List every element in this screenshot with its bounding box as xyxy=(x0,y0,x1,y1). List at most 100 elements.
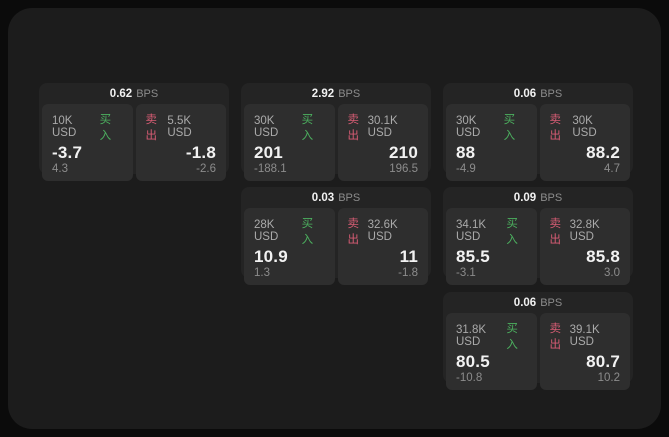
sell-panel[interactable]: 卖出 32.6K USD 11 -1.8 xyxy=(337,208,428,285)
sell-top-row: 卖出 32.6K USD xyxy=(348,215,419,247)
buy-size-label: 30K USD xyxy=(456,115,481,139)
bps-value: 0.06 xyxy=(513,296,537,309)
card-body: 34.1K USD 买入 85.5 -3.1 卖出 32.8K USD 85.8… xyxy=(446,208,630,285)
sell-delta: -1.8 xyxy=(398,267,418,279)
sell-side-label: 卖出 xyxy=(549,114,562,142)
buy-side-label: 买入 xyxy=(99,114,112,142)
sell-size-label: 30K USD xyxy=(572,115,597,139)
buy-panel[interactable]: 30K USD 买入 201 -188.1 xyxy=(244,104,335,181)
sell-size-label: 39.1K USD xyxy=(569,324,600,348)
buy-panel[interactable]: 28K USD 买入 10.9 1.3 xyxy=(244,208,335,285)
buy-top-row: 10K USD 买入 xyxy=(52,111,123,143)
buy-size-label: 28K USD xyxy=(254,219,279,243)
bps-value: 0.09 xyxy=(513,191,537,204)
buy-size-label: 10K USD xyxy=(52,115,77,139)
buy-delta: -3.1 xyxy=(456,267,476,279)
buy-price: 201 xyxy=(254,143,283,162)
buy-top-row: 34.1K USD 买入 xyxy=(456,215,527,247)
buy-top-row: 31.8K USD 买入 xyxy=(456,320,527,352)
buy-price: -3.7 xyxy=(52,143,83,162)
sell-panel[interactable]: 卖出 30K USD 88.2 4.7 xyxy=(539,104,630,181)
sell-panel[interactable]: 卖出 5.5K USD -1.8 -2.6 xyxy=(135,104,226,181)
card-body: 30K USD 买入 201 -188.1 卖出 30.1K USD 210 1… xyxy=(244,104,428,181)
buy-delta: 1.3 xyxy=(254,267,270,279)
sell-side-label: 卖出 xyxy=(549,323,562,351)
sell-delta: 196.5 xyxy=(389,163,418,175)
buy-price: 85.5 xyxy=(456,247,490,266)
main-panel: 0.62 BPS 10K USD 买入 -3.7 4.3 卖出 5.5K USD… xyxy=(8,8,661,429)
quote-card: 0.03 BPS 28K USD 买入 10.9 1.3 卖出 32.6K US… xyxy=(241,187,431,285)
buy-side-label: 买入 xyxy=(506,218,518,246)
sell-price: 85.8 xyxy=(586,247,620,266)
card-header: 0.09 BPS xyxy=(443,187,633,208)
sell-price: 210 xyxy=(389,143,418,162)
buy-delta: -188.1 xyxy=(254,163,287,175)
buy-side-label: 买入 xyxy=(503,114,516,142)
buy-panel[interactable]: 34.1K USD 买入 85.5 -3.1 xyxy=(446,208,537,285)
buy-panel[interactable]: 30K USD 买入 88 -4.9 xyxy=(446,104,537,181)
buy-side-label: 买入 xyxy=(301,218,314,246)
bps-value: 0.06 xyxy=(513,87,537,100)
sell-top-row: 卖出 32.8K USD xyxy=(550,215,621,247)
buy-size-label: 34.1K USD xyxy=(456,219,487,243)
sell-price: 11 xyxy=(399,247,418,266)
sell-panel[interactable]: 卖出 39.1K USD 80.7 10.2 xyxy=(539,313,630,390)
quote-card: 2.92 BPS 30K USD 买入 201 -188.1 卖出 30.1K … xyxy=(241,83,431,181)
bps-unit: BPS xyxy=(540,87,563,100)
sell-side-label: 卖出 xyxy=(145,114,158,142)
sell-side-label: 卖出 xyxy=(549,218,562,246)
bps-value: 0.62 xyxy=(109,87,133,100)
card-header: 0.06 BPS xyxy=(443,292,633,313)
sell-price: -1.8 xyxy=(185,143,216,162)
sell-top-row: 卖出 30K USD xyxy=(550,111,621,143)
bps-unit: BPS xyxy=(338,87,361,100)
bps-value: 0.03 xyxy=(311,191,335,204)
sell-panel[interactable]: 卖出 30.1K USD 210 196.5 xyxy=(337,104,428,181)
bps-unit: BPS xyxy=(338,191,361,204)
quote-card: 0.09 BPS 34.1K USD 买入 85.5 -3.1 卖出 32.8K… xyxy=(443,187,633,285)
bps-unit: BPS xyxy=(540,191,563,204)
sell-size-label: 5.5K USD xyxy=(167,115,192,139)
buy-panel[interactable]: 10K USD 买入 -3.7 4.3 xyxy=(42,104,133,181)
sell-side-label: 卖出 xyxy=(347,218,360,246)
sell-panel[interactable]: 卖出 32.8K USD 85.8 3.0 xyxy=(539,208,630,285)
buy-side-label: 买入 xyxy=(301,114,314,142)
sell-side-label: 卖出 xyxy=(347,114,360,142)
buy-delta: -10.8 xyxy=(456,372,483,384)
buy-delta: -4.9 xyxy=(456,163,476,175)
card-body: 31.8K USD 买入 80.5 -10.8 卖出 39.1K USD 80.… xyxy=(446,313,630,390)
sell-size-label: 32.6K USD xyxy=(367,219,398,243)
quote-card: 0.06 BPS 31.8K USD 买入 80.5 -10.8 卖出 39.1… xyxy=(443,292,633,390)
buy-size-label: 31.8K USD xyxy=(456,324,487,348)
buy-top-row: 28K USD 买入 xyxy=(254,215,325,247)
card-header: 0.06 BPS xyxy=(443,83,633,104)
buy-delta: 4.3 xyxy=(52,163,68,175)
buy-top-row: 30K USD 买入 xyxy=(456,111,527,143)
sell-top-row: 卖出 30.1K USD xyxy=(348,111,419,143)
quote-card: 0.62 BPS 10K USD 买入 -3.7 4.3 卖出 5.5K USD… xyxy=(39,83,229,181)
card-body: 30K USD 买入 88 -4.9 卖出 30K USD 88.2 4.7 xyxy=(446,104,630,181)
bps-value: 2.92 xyxy=(311,87,335,100)
card-header: 0.62 BPS xyxy=(39,83,229,104)
sell-price: 88.2 xyxy=(586,143,620,162)
buy-price: 88 xyxy=(456,143,476,162)
buy-top-row: 30K USD 买入 xyxy=(254,111,325,143)
sell-delta: 4.7 xyxy=(604,163,620,175)
quote-card: 0.06 BPS 30K USD 买入 88 -4.9 卖出 30K USD 8… xyxy=(443,83,633,181)
buy-side-label: 买入 xyxy=(506,323,518,351)
bps-unit: BPS xyxy=(136,87,159,100)
bps-unit: BPS xyxy=(540,296,563,309)
sell-size-label: 32.8K USD xyxy=(569,219,600,243)
buy-panel[interactable]: 31.8K USD 买入 80.5 -10.8 xyxy=(446,313,537,390)
sell-delta: -2.6 xyxy=(196,163,216,175)
sell-top-row: 卖出 5.5K USD xyxy=(146,111,217,143)
sell-top-row: 卖出 39.1K USD xyxy=(550,320,621,352)
card-header: 0.03 BPS xyxy=(241,187,431,208)
card-body: 10K USD 买入 -3.7 4.3 卖出 5.5K USD -1.8 -2.… xyxy=(42,104,226,181)
card-body: 28K USD 买入 10.9 1.3 卖出 32.6K USD 11 -1.8 xyxy=(244,208,428,285)
buy-price: 80.5 xyxy=(456,352,490,371)
buy-price: 10.9 xyxy=(254,247,288,266)
sell-size-label: 30.1K USD xyxy=(367,115,398,139)
sell-price: 80.7 xyxy=(586,352,620,371)
buy-size-label: 30K USD xyxy=(254,115,279,139)
